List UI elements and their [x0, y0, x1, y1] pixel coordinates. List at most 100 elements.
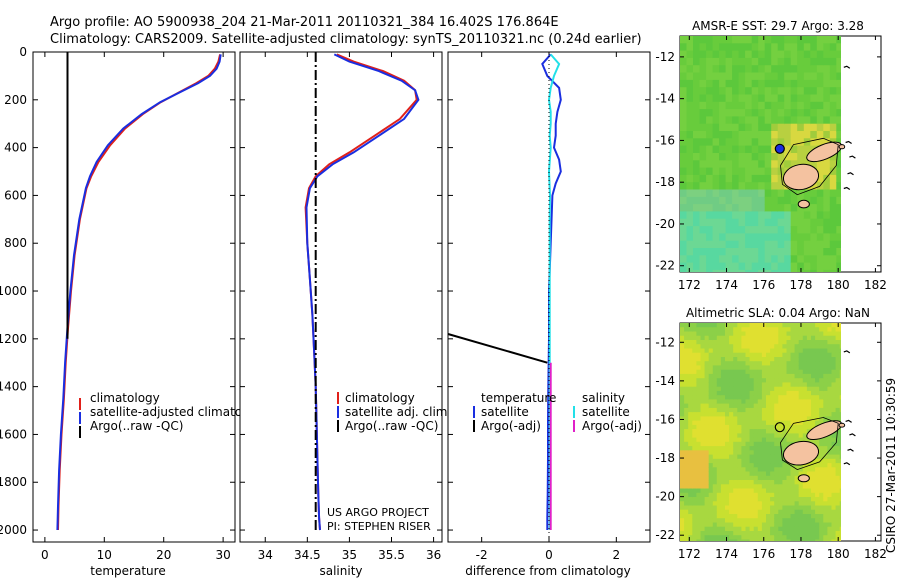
- map-cell: [810, 94, 818, 103]
- map-cell: [806, 344, 812, 349]
- map-cell: [786, 441, 792, 447]
- map-cell: [757, 505, 763, 511]
- map-cell: [774, 412, 779, 417]
- map-cell: [737, 471, 742, 477]
- map-cell: [816, 138, 824, 147]
- map-cell: [688, 509, 693, 515]
- map-cell: [827, 403, 833, 409]
- map-cell: [729, 344, 734, 349]
- map-cell: [777, 65, 785, 74]
- map-cell: [729, 433, 734, 439]
- map-cell: [819, 441, 824, 447]
- map-cell: [774, 323, 779, 328]
- map-cell: [794, 492, 800, 498]
- map-cell: [784, 131, 792, 139]
- map-cell: [782, 340, 788, 345]
- map-cell: [819, 446, 824, 451]
- map-cell: [815, 373, 820, 379]
- map-cell: [835, 518, 841, 523]
- map-cell: [696, 501, 702, 507]
- x-tick-label: 36: [426, 548, 441, 562]
- map-cell: [758, 109, 766, 117]
- map-cell: [751, 72, 759, 81]
- map-cell: [766, 437, 771, 443]
- map-cell: [835, 373, 841, 379]
- map-cell: [819, 437, 824, 443]
- map-cell: [696, 403, 702, 409]
- map-cell: [798, 412, 804, 417]
- map-cell: [798, 361, 804, 366]
- map-cell: [741, 526, 747, 532]
- map-cell: [815, 475, 820, 481]
- map-cell: [810, 248, 818, 256]
- x-tick-label: 176: [752, 547, 775, 561]
- map-cell: [712, 233, 720, 242]
- map-cell: [803, 101, 811, 110]
- map-cell: [810, 182, 818, 191]
- map-cell: [737, 497, 742, 502]
- map-cell: [794, 539, 800, 541]
- map-cell: [815, 344, 820, 349]
- map-cell: [696, 497, 702, 502]
- map-cell: [738, 138, 746, 147]
- map-cell: [741, 488, 747, 494]
- map-cell: [757, 471, 763, 477]
- map-cell: [712, 467, 718, 473]
- map-cell: [794, 488, 800, 494]
- map-cell: [708, 416, 714, 422]
- map-cell: [729, 416, 734, 422]
- map-cell: [684, 492, 689, 498]
- map-cell: [693, 123, 701, 132]
- map-cell: [806, 424, 812, 430]
- map-cell: [692, 382, 697, 388]
- map-cell: [761, 492, 767, 498]
- map-cell: [737, 407, 742, 413]
- map-cell: [802, 522, 808, 528]
- map-cell: [839, 480, 841, 485]
- map-cell: [688, 399, 693, 405]
- map-cell: [770, 365, 775, 371]
- map-cell: [777, 72, 785, 81]
- map-cell: [712, 335, 718, 341]
- map-cell: [823, 480, 828, 485]
- map-cell: [737, 399, 742, 405]
- map-cell: [733, 433, 738, 439]
- map-cell: [720, 475, 726, 481]
- map-cell: [823, 196, 831, 205]
- map-cell: [786, 378, 792, 383]
- map-cell: [784, 65, 792, 74]
- map-cell: [778, 382, 783, 388]
- map-cell: [737, 323, 742, 328]
- map-cell: [774, 437, 779, 443]
- map-cell: [757, 403, 763, 409]
- x-tick-label: 34: [258, 548, 273, 562]
- map-cell: [766, 475, 771, 481]
- map-cell: [737, 450, 742, 456]
- map-cell: [716, 463, 722, 468]
- map-cell: [729, 467, 734, 473]
- map-cell: [680, 145, 688, 154]
- map-cell: [716, 488, 722, 494]
- map-cell: [802, 323, 808, 328]
- map-cell: [738, 50, 746, 59]
- map-cell: [680, 109, 688, 117]
- map-cell: [815, 420, 820, 426]
- map-cell: [753, 497, 759, 502]
- map-cell: [732, 43, 740, 52]
- map-cell: [686, 116, 694, 125]
- map-cell: [749, 323, 755, 328]
- map-cell: [827, 514, 833, 519]
- map-cell: [749, 531, 755, 536]
- map-cell: [835, 369, 841, 375]
- reef-contour: [780, 137, 839, 196]
- map-cell: [806, 480, 812, 485]
- map-cell: [798, 340, 804, 345]
- map-cell: [774, 327, 779, 332]
- map-cell: [810, 43, 818, 52]
- map-cell: [771, 255, 779, 264]
- map-cell: [823, 484, 828, 490]
- map-cell: [725, 416, 730, 422]
- map-cell: [751, 255, 759, 264]
- map-cell: [708, 518, 714, 523]
- map-cell: [732, 87, 740, 96]
